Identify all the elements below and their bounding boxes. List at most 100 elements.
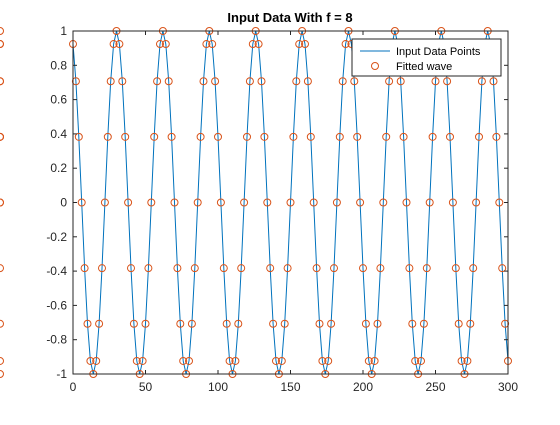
fitted-wave-marker	[0, 370, 4, 378]
x-tick-label: 250	[425, 380, 445, 394]
fitted-wave-marker	[254, 40, 263, 49]
fitted-wave-marker	[170, 198, 179, 207]
fitted-wave-marker	[153, 77, 162, 86]
fitted-wave-marker	[469, 264, 478, 273]
fitted-wave-marker	[240, 198, 249, 207]
fitted-wave-marker	[202, 40, 211, 49]
fitted-wave-marker	[0, 77, 4, 86]
fitted-wave-marker	[315, 319, 324, 328]
fitted-wave-marker	[219, 264, 228, 273]
legend-box	[351, 38, 502, 77]
fitted-wave-marker	[0, 40, 4, 49]
fitted-wave-marker	[443, 77, 452, 86]
legend-label-fitted-wave: Fitted wave	[396, 61, 452, 73]
fitted-wave-marker	[396, 77, 405, 86]
fitted-wave-marker	[356, 198, 365, 207]
fitted-wave-marker	[0, 356, 4, 365]
axes-layer: 0 50 100 150 200 250 300 -1 -0.8 -0.6 -0.4 -0.2 0 0.2…	[46, 24, 518, 394]
fitted-wave-marker	[312, 264, 321, 273]
fitted-wave-marker	[289, 132, 298, 141]
fitted-wave-marker	[245, 77, 254, 86]
fitted-wave-marker	[411, 356, 420, 365]
y-tick-label: 0	[60, 196, 67, 210]
fitted-wave-marker	[118, 77, 127, 86]
fitted-wave-marker	[257, 77, 266, 86]
fitted-wave-marker	[214, 132, 222, 141]
fitted-wave-marker	[266, 264, 275, 273]
fitted-wave-marker	[147, 198, 156, 207]
fitted-wave-marker	[463, 356, 472, 365]
series-line-input-data-points	[72, 30, 509, 375]
fitted-wave-marker	[164, 77, 173, 86]
fitted-wave-marker	[364, 356, 373, 365]
fitted-wave-marker	[341, 40, 350, 49]
y-tick-label: 0.6	[50, 93, 67, 107]
fitted-wave-marker	[417, 356, 425, 365]
fitted-wave-marker	[115, 40, 124, 49]
fitted-wave-marker	[448, 198, 457, 207]
fitted-wave-marker	[272, 356, 280, 365]
y-tick-label: 0.2	[50, 161, 67, 175]
legend[interactable]: Input Data Points Fitted wave	[351, 38, 502, 77]
fitted-wave-marker	[187, 319, 196, 328]
fitted-wave-marker	[477, 77, 486, 86]
fitted-wave-marker	[103, 132, 112, 141]
fitted-wave-marker	[86, 356, 95, 365]
fitted-wave-marker	[185, 356, 193, 365]
fitted-wave-marker	[109, 40, 118, 49]
fitted-wave-marker	[243, 132, 251, 141]
fitted-wave-marker	[446, 132, 454, 141]
fitted-wave-marker	[132, 356, 141, 365]
fitted-wave-marker	[361, 319, 370, 328]
fitted-wave-marker	[248, 40, 257, 49]
fitted-wave-marker	[138, 356, 147, 365]
x-tick-label: 300	[498, 380, 518, 394]
fitted-wave-marker	[277, 356, 286, 365]
fitted-wave-marker	[216, 198, 225, 207]
fitted-wave-marker	[332, 198, 341, 207]
fitted-wave-marker	[376, 264, 385, 273]
fitted-wave-marker	[173, 264, 182, 273]
fitted-wave-marker	[0, 27, 4, 35]
fitted-wave-marker	[338, 77, 347, 86]
fitted-wave-marker	[156, 40, 164, 49]
x-tick-label: 100	[208, 380, 228, 394]
fitted-wave-marker	[309, 198, 318, 207]
fitted-wave-marker	[121, 132, 130, 141]
fitted-wave-marker	[286, 198, 295, 207]
fitted-wave-marker	[161, 40, 170, 49]
fitted-wave-marker	[428, 132, 437, 141]
fitted-wave-marker	[489, 77, 498, 86]
fitted-wave-marker	[77, 198, 86, 207]
fitted-wave-marker	[196, 132, 205, 141]
fitted-wave-marker	[353, 132, 362, 141]
y-tick-label: -0.4	[46, 264, 67, 278]
fitted-wave-marker	[425, 198, 434, 207]
legend-marker-swatch	[371, 62, 379, 70]
fitted-wave-marker	[92, 356, 101, 365]
fitted-wave-marker	[295, 40, 304, 49]
fitted-wave-marker	[280, 319, 289, 328]
fitted-wave-marker	[124, 198, 133, 207]
fitted-wave-marker	[179, 356, 188, 365]
fitted-wave-marker	[327, 319, 336, 328]
fitted-wave-marker	[211, 77, 220, 86]
fitted-wave-marker	[106, 77, 115, 86]
fitted-wave-marker	[330, 264, 338, 273]
fitted-wave-marker	[370, 356, 379, 365]
fitted-wave-marker	[269, 319, 278, 328]
fitted-wave-marker	[141, 319, 150, 328]
fitted-wave-marker	[208, 40, 217, 49]
fitted-wave-marker	[129, 319, 138, 328]
fitted-wave-marker	[475, 132, 483, 141]
fitted-wave-marker	[492, 132, 501, 141]
fitted-wave-marker	[382, 132, 391, 141]
fitted-wave-marker	[283, 264, 292, 273]
x-tick-label: 200	[353, 380, 373, 394]
fitted-wave-marker	[98, 264, 106, 273]
chart-title: Input Data With f = 8	[227, 10, 352, 25]
fitted-wave-marker	[457, 356, 466, 365]
fitted-wave-marker	[225, 356, 234, 365]
fitted-wave-marker	[190, 264, 199, 273]
